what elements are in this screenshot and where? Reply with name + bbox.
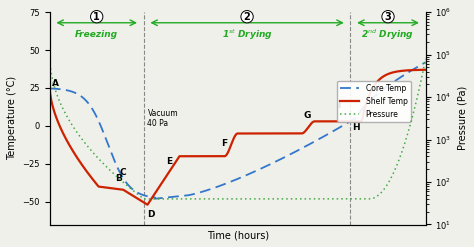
Text: Freezing: Freezing: [75, 30, 118, 40]
Text: B: B: [116, 173, 122, 183]
Text: 1$^{st}$ Drying: 1$^{st}$ Drying: [222, 28, 273, 42]
Y-axis label: Temperature (°C): Temperature (°C): [7, 76, 17, 160]
Y-axis label: Pressure (Pa): Pressure (Pa): [457, 86, 467, 150]
Legend: Core Temp, Shelf Temp, Pressure: Core Temp, Shelf Temp, Pressure: [337, 81, 410, 122]
Text: A: A: [52, 80, 59, 88]
Text: Vacuum
40 Pa: Vacuum 40 Pa: [147, 109, 178, 128]
Text: H: H: [352, 124, 360, 132]
Text: D: D: [146, 210, 154, 219]
Text: 2: 2: [244, 12, 250, 22]
Text: 2$^{nd}$ Drying: 2$^{nd}$ Drying: [362, 28, 415, 42]
Text: G: G: [303, 111, 311, 120]
Text: E: E: [166, 157, 173, 166]
Text: 1: 1: [93, 12, 100, 22]
Text: C: C: [119, 168, 126, 177]
Text: I: I: [337, 101, 341, 110]
Text: F: F: [221, 139, 227, 148]
Text: 3: 3: [384, 12, 392, 22]
X-axis label: Time (hours): Time (hours): [207, 230, 269, 240]
